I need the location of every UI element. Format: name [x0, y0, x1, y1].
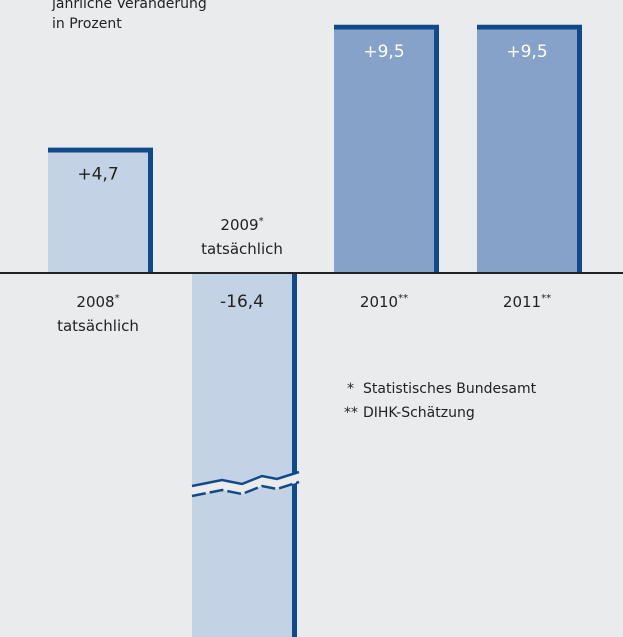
- value-label-2010: +9,5: [363, 42, 404, 62]
- bar-2008: [48, 152, 148, 273]
- category-label-2011: 2011**: [503, 293, 551, 311]
- y-axis-label-line-2: in Prozent: [52, 16, 122, 32]
- category-label-2009: 2009*: [220, 216, 263, 234]
- bar-2009: [192, 273, 292, 637]
- category-label-2008: 2008*: [76, 293, 119, 311]
- value-label-2009: -16,4: [220, 292, 264, 312]
- footnote-mark-2: **: [344, 405, 358, 421]
- value-label-2011: +9,5: [506, 42, 547, 62]
- footnote-text-2: DIHK-Schätzung: [363, 405, 475, 421]
- axis-break-line-bottom: [191, 480, 300, 498]
- footnote-text-1: Statistisches Bundesamt: [363, 381, 537, 397]
- category-sub-2008: tatsächlich: [57, 317, 139, 335]
- value-label-2008: +4,7: [77, 165, 118, 185]
- category-label-2010: 2010**: [360, 293, 408, 311]
- bar-2011: [477, 29, 577, 273]
- y-axis-label-line-1: jährliche Veränderung: [52, 0, 207, 12]
- footnote-mark-1: *: [347, 381, 354, 397]
- bar-2010: [334, 29, 434, 273]
- category-sub-2009: tatsächlich: [201, 240, 283, 258]
- bar-shadow-2009: [292, 273, 297, 637]
- axis-break-line-top: [191, 470, 300, 488]
- y-axis-label: jährliche Veränderung in Prozent: [52, 0, 207, 34]
